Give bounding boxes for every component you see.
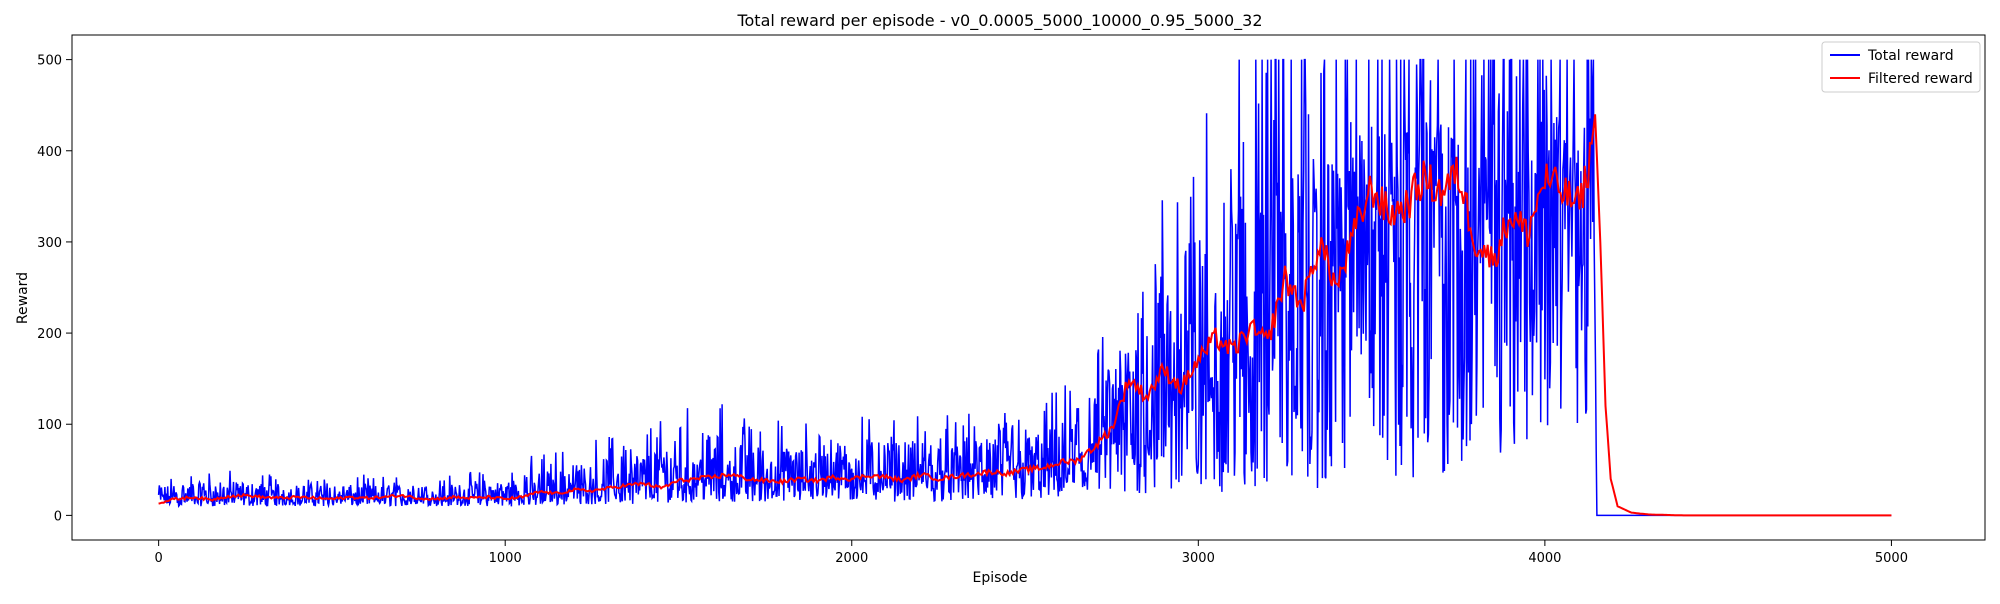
y-axis-label: Reward [15, 272, 31, 324]
chart-title: Total reward per episode - v0_0.0005_500… [736, 11, 1262, 31]
y-tick-label: 0 [54, 509, 62, 524]
legend-label-filtered-reward: Filtered reward [1868, 71, 1973, 87]
y-tick-label: 200 [37, 327, 62, 342]
x-tick-label: 5000 [1875, 551, 1908, 566]
series-line-filtered-reward [158, 114, 1892, 517]
x-tick-label: 1000 [489, 551, 522, 566]
y-tick-label: 300 [37, 236, 62, 251]
x-tick-label: 2000 [835, 551, 868, 566]
y-tick-label: 100 [37, 418, 62, 433]
y-tick-label: 400 [37, 145, 62, 160]
series-line-total-reward [157, 58, 1892, 517]
x-tick-label: 4000 [1528, 551, 1561, 566]
y-tick-label: 500 [37, 54, 62, 69]
plot-area [157, 58, 1892, 517]
x-axis-label: Episode [973, 570, 1028, 586]
axes-frame [71, 34, 1986, 541]
x-tick-label: 3000 [1182, 551, 1215, 566]
x-tick-label: 0 [154, 551, 162, 566]
legend-label-total-reward: Total reward [1867, 48, 1954, 64]
legend: Total reward Filtered reward [1821, 41, 1981, 93]
legend-box [1821, 41, 1981, 93]
axes: 0 1000 2000 3000 4000 5000 0 100 200 300 400 500 [37, 34, 1986, 566]
